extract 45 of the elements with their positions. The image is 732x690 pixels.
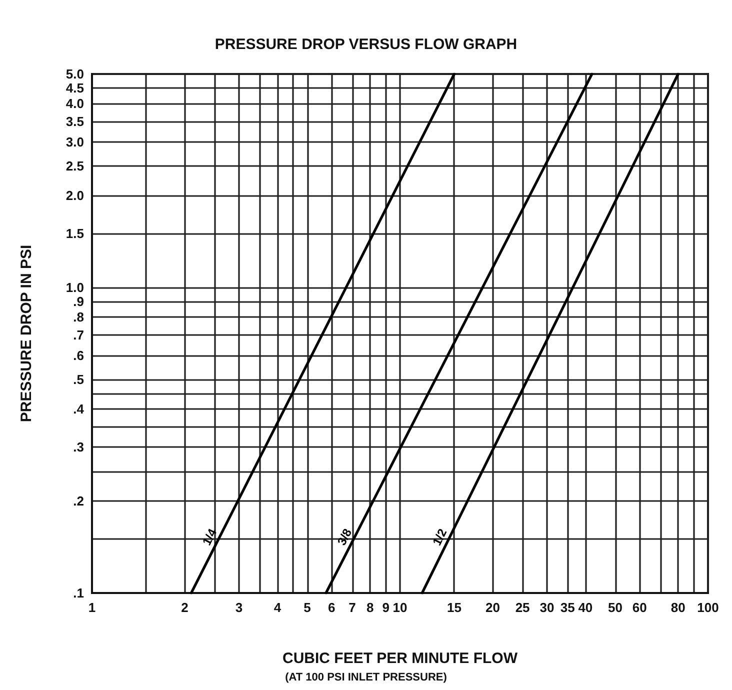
x-tick-label: 50: [608, 600, 623, 615]
y-tick-label: 2.0: [66, 188, 84, 204]
text: 1/4: [200, 526, 220, 548]
y-tick-label: 5.0: [66, 66, 84, 82]
x-tick-label: 6: [328, 600, 336, 615]
y-tick-label: 1.0: [66, 280, 84, 296]
y-tick-label: .4: [73, 402, 85, 417]
y-tick-label: .8: [73, 310, 84, 325]
y-tick-label: .2: [73, 494, 84, 509]
x-tick-label: 1: [88, 600, 96, 615]
x-tick-label: 100: [697, 600, 719, 615]
x-tick-label: 2: [181, 600, 188, 615]
x-tick-label: 60: [632, 600, 647, 615]
y-tick-label: 3.5: [66, 114, 84, 129]
x-tick-label: 35: [560, 600, 575, 615]
y-tick-label: .3: [73, 440, 84, 455]
y-tick-label: 4.5: [66, 80, 84, 96]
x-tick-label: 9: [382, 600, 390, 615]
y-tick-label: .1: [73, 586, 84, 600]
x-tick-label: 25: [515, 600, 530, 615]
x-tick-label: 30: [540, 600, 554, 615]
y-tick-label: 3.0: [66, 134, 84, 150]
y-tick-label: 4.0: [66, 96, 84, 112]
chart-title: PRESSURE DROP VERSUS FLOW GRAPH: [214, 36, 518, 53]
x-tick-label: 3: [235, 600, 243, 615]
x-axis-title: CUBIC FEET PER MINUTE FLOW: [282, 650, 518, 667]
text: 3/8: [334, 526, 355, 548]
text: 1/2: [430, 526, 450, 548]
y-axis-title: PRESSURE DROP IN PSI: [18, 244, 35, 422]
text: (AT 100 PSI INLET PRESSURE): [285, 672, 448, 684]
y-tick-label: .7: [73, 327, 84, 342]
x-tick-label: 15: [447, 600, 462, 615]
x-tick-label: 7: [348, 600, 356, 615]
y-tick-label: .5: [73, 372, 84, 387]
x-tick-label: 5: [304, 600, 311, 615]
x-tick-label: 40: [578, 600, 593, 615]
y-tick-label: 2.5: [66, 158, 84, 174]
x-tick-label: 10: [392, 600, 408, 615]
x-tick-label: 8: [366, 600, 374, 615]
y-tick-label: 1.5: [66, 226, 84, 242]
x-tick-label: 80: [670, 600, 686, 615]
y-tick-label: .6: [73, 348, 84, 363]
x-tick-label: 4: [274, 600, 282, 615]
y-tick-label: .9: [73, 294, 84, 309]
x-tick-label: 20: [485, 600, 500, 615]
